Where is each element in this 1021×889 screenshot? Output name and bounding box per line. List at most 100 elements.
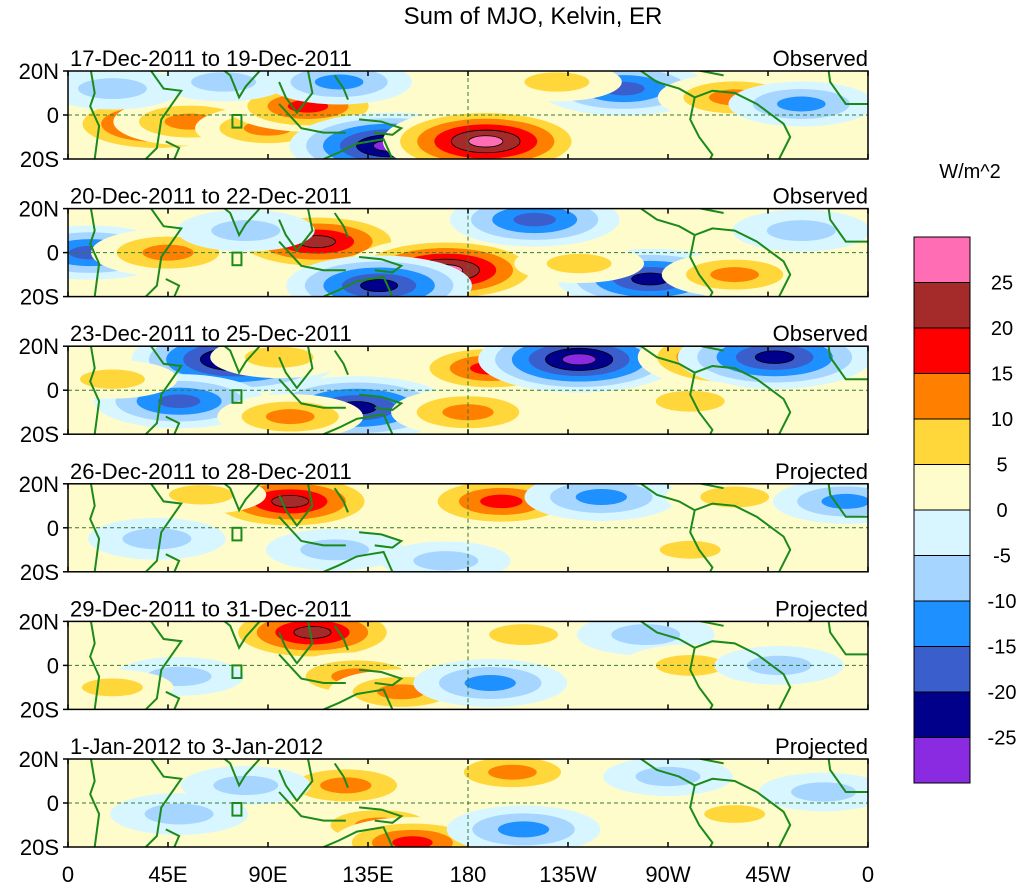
colorbar-swatch	[913, 509, 971, 556]
panel-date-range: 23-Dec-2011 to 25-Dec-2011	[70, 321, 352, 346]
south-america-west	[689, 234, 714, 297]
y-tick-label: 20S	[20, 560, 59, 585]
south-america-west	[689, 647, 714, 710]
y-tick-label: 0	[47, 241, 59, 266]
blob-contour	[497, 821, 550, 838]
blob-contour	[659, 540, 721, 559]
blob-contour	[704, 805, 766, 823]
colorbar-swatch	[913, 236, 971, 283]
blob-contour	[360, 279, 399, 293]
australia-north	[323, 275, 394, 297]
anomaly-blob	[454, 621, 593, 656]
panel-date-range: 20-Dec-2011 to 22-Dec-2011	[70, 184, 352, 209]
y-tick-label: 20N	[19, 472, 59, 497]
colorbar-label: 10	[991, 409, 1013, 431]
anomaly-blob	[88, 517, 226, 560]
colorbar-swatch	[913, 418, 971, 465]
anomaly-blob	[180, 766, 311, 805]
y-tick-label: 0	[47, 653, 59, 678]
blob-contour	[489, 624, 558, 646]
new-guinea	[359, 806, 404, 824]
blob-contour	[546, 253, 612, 274]
philippines	[333, 762, 349, 788]
new-guinea	[359, 668, 404, 687]
africa-west-coast	[89, 759, 101, 847]
anomaly-blob	[382, 107, 589, 159]
blob-contour	[144, 803, 214, 825]
west-africa	[827, 621, 868, 656]
x-tick-label: 45E	[148, 862, 187, 887]
blob-contour	[293, 625, 332, 639]
region-box	[231, 664, 243, 680]
australia-north	[323, 413, 394, 435]
panel-3: 20N 0 20S 23-Dec-2011 to 25-Dec-2011 Observe…	[19, 321, 869, 447]
anomaly-blob	[714, 646, 844, 685]
anomaly-blob	[136, 483, 267, 515]
australia-north	[323, 550, 394, 572]
y-tick-label: 20S	[20, 285, 59, 310]
anomaly-blob	[478, 346, 680, 393]
americas-east	[639, 208, 792, 297]
blob-contour	[700, 486, 770, 508]
coastlines	[89, 483, 868, 572]
panel-date-range: 1-Jan-2012 to 3-Jan-2012	[70, 734, 323, 759]
africa-west-coast	[89, 346, 101, 435]
australia-north	[323, 826, 394, 847]
africa-west-coast	[89, 208, 101, 297]
southeast-asia	[278, 759, 314, 803]
colorbar-swatch	[913, 646, 971, 693]
blob-contour	[213, 775, 279, 796]
blob-contour	[413, 551, 479, 571]
blob-contour	[524, 72, 590, 92]
x-tick-label: 180	[450, 862, 487, 887]
blob-contour	[710, 267, 759, 283]
colorbar-swatch	[913, 327, 971, 374]
africa-east-coast	[145, 621, 184, 710]
colorbar-swatch	[913, 464, 971, 511]
blob-contour	[791, 782, 856, 802]
australia-north	[323, 138, 394, 159]
panel-status: Projected	[775, 459, 868, 484]
coastlines	[89, 71, 868, 159]
new-guinea	[359, 118, 404, 136]
colorbar-label: -5	[993, 546, 1011, 568]
colorbar-label: -25	[988, 728, 1017, 750]
south-america-west	[689, 509, 714, 572]
blob-contour	[561, 353, 597, 366]
blob-contour	[157, 394, 201, 408]
anomaly-blob	[158, 71, 289, 102]
indonesia	[278, 653, 346, 684]
anomaly-blob	[758, 772, 868, 812]
blob-contour	[122, 528, 192, 550]
y-tick-label: 20N	[19, 334, 59, 359]
blob-contour	[392, 836, 433, 847]
southeast-asia	[278, 71, 314, 115]
blob-contour	[746, 655, 812, 676]
india	[223, 759, 261, 788]
panels: 20N 0 20S 17-Dec-2011 to 19-Dec-2011 Observe…	[19, 46, 869, 860]
anomaly-blob	[621, 380, 760, 423]
philippines	[333, 212, 349, 238]
blob-contour	[168, 485, 234, 505]
indonesia	[278, 791, 346, 822]
panel-date-range: 29-Dec-2011 to 31-Dec-2011	[70, 596, 352, 621]
panel-status: Projected	[775, 734, 868, 759]
west-africa	[827, 759, 868, 793]
blob-contour	[575, 489, 627, 505]
x-tick-label: 135E	[342, 862, 393, 887]
africa-east-coast	[145, 759, 184, 847]
west-africa	[827, 483, 868, 518]
anomaly-blob	[266, 71, 412, 105]
colorbar-units-label: W/m^2	[939, 161, 1001, 183]
anomaly-blob	[68, 71, 182, 110]
x-tick-label: 0	[62, 862, 74, 887]
blob-contour	[211, 220, 281, 242]
new-guinea	[359, 256, 404, 274]
anomaly-blob	[603, 759, 733, 796]
colorbar-label: -10	[988, 591, 1017, 613]
colorbar-label: 15	[991, 364, 1013, 386]
india	[223, 71, 261, 100]
anomaly-field	[68, 71, 868, 159]
blob-contour	[766, 220, 836, 242]
colorbar-label: -20	[988, 682, 1017, 704]
